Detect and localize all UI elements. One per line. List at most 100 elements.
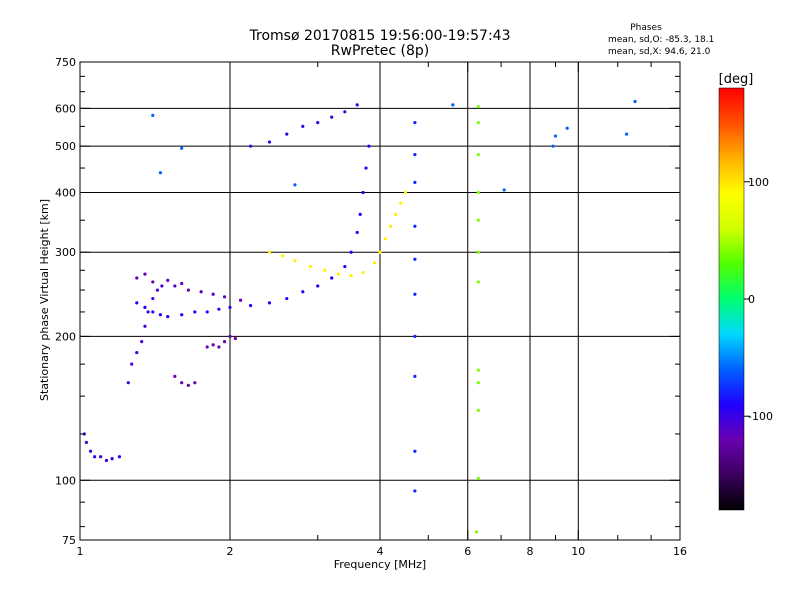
data-point: [476, 218, 480, 222]
data-point: [143, 324, 147, 328]
data-point: [323, 268, 327, 272]
data-point: [280, 254, 285, 258]
data-point: [199, 290, 203, 294]
y-tick-label: 200: [55, 330, 76, 343]
data-point: [143, 305, 147, 309]
y-tick-label: 600: [55, 102, 76, 115]
stats-heading: Phases: [630, 23, 662, 33]
x-axis-label: Frequency [MHz]: [334, 558, 426, 571]
data-point: [308, 264, 313, 269]
stats-x-mode: mean, sd,X: 94.6, 21.0: [608, 47, 711, 57]
data-point: [553, 134, 558, 138]
data-point: [476, 153, 480, 157]
data-point: [388, 224, 393, 228]
data-point: [222, 295, 227, 299]
data-point: [146, 310, 150, 314]
data-point: [301, 290, 305, 294]
data-point: [173, 284, 177, 288]
data-point: [355, 103, 359, 107]
data-point: [217, 307, 221, 311]
data-point: [180, 146, 184, 150]
data-point: [476, 280, 480, 284]
data-point: [228, 334, 232, 338]
data-point: [413, 257, 417, 261]
data-point: [180, 281, 184, 286]
data-point: [99, 455, 103, 459]
data-point: [293, 259, 297, 263]
data-point: [394, 212, 398, 216]
y-tick-label: 500: [55, 140, 76, 153]
data-point: [476, 105, 480, 109]
data-point: [151, 296, 155, 301]
data-point: [155, 288, 160, 292]
data-point: [110, 457, 114, 461]
data-point: [173, 374, 177, 378]
data-point: [166, 315, 170, 319]
data-point: [205, 345, 209, 349]
data-point: [399, 201, 403, 205]
colorbar-tick-label: 0: [748, 293, 755, 306]
data-point: [476, 121, 480, 125]
data-point: [211, 343, 215, 347]
data-point: [249, 144, 253, 148]
data-point: [211, 292, 215, 296]
data-point: [93, 455, 97, 459]
data-point: [117, 455, 122, 459]
data-point: [476, 381, 480, 385]
data-point: [476, 476, 480, 480]
stats-o-mode: mean, sd,O: -85.3, 18.1: [608, 35, 714, 45]
data-point: [378, 250, 382, 254]
data-point: [186, 288, 190, 292]
data-point: [104, 458, 109, 463]
data-point: [166, 278, 170, 282]
data-point: [413, 153, 417, 157]
data-point: [336, 272, 340, 276]
data-point: [135, 276, 139, 280]
data-point: [238, 298, 243, 302]
data-point: [88, 449, 93, 453]
data-point: [633, 99, 637, 104]
chart-subtitle: RwPretec (8p): [331, 43, 429, 59]
data-point: [293, 183, 297, 187]
x-tick-label: 1: [77, 545, 84, 558]
data-point: [205, 310, 209, 314]
data-point: [158, 171, 163, 175]
colorbar-ticks: 100 0 -100: [744, 176, 773, 423]
data-point: [267, 140, 272, 144]
data-point: [180, 313, 184, 317]
x-tick-label: 16: [673, 545, 687, 558]
data-point: [151, 310, 155, 314]
data-point: [343, 110, 347, 114]
data-point: [130, 362, 134, 366]
data-point: [413, 489, 417, 493]
data-point: [343, 264, 347, 269]
y-tick-label: 75: [62, 534, 76, 547]
data-point: [228, 305, 232, 309]
data-point: [413, 121, 417, 125]
data-point: [140, 340, 144, 344]
data-point: [267, 250, 272, 254]
colorbar-label: [deg]: [719, 72, 754, 87]
y-axis-label: Stationary phase Virtual Height [km]: [38, 199, 51, 401]
data-point: [186, 383, 190, 387]
data-point: [565, 126, 569, 130]
axis-ticks: 1 2 4 6 8 10 16 75 100 200 300 400 500 600 750: [55, 56, 687, 558]
data-point: [151, 280, 155, 284]
data-point: [222, 340, 227, 344]
data-point: [249, 303, 253, 308]
data-point: [316, 121, 320, 125]
data-point: [143, 272, 147, 276]
data-points: [82, 99, 637, 534]
data-point: [180, 381, 184, 385]
data-point: [624, 132, 629, 136]
data-point: [502, 188, 506, 192]
data-point: [349, 250, 353, 254]
data-point: [158, 313, 163, 317]
y-tick-label: 400: [55, 186, 76, 199]
chart-title: Tromsø 20170815 19:56:00-19:57:43: [249, 28, 511, 44]
data-point: [358, 212, 362, 216]
data-point: [316, 284, 320, 288]
data-point: [476, 368, 480, 372]
x-tick-label: 4: [377, 545, 384, 558]
